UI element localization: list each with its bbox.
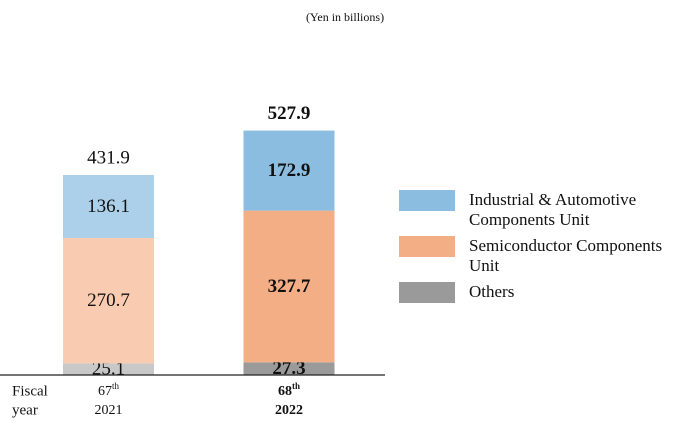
legend-label: Others	[469, 282, 515, 301]
x-tick-label: 68th	[278, 381, 300, 399]
value-label: 25.1	[92, 359, 125, 380]
legend-swatch	[399, 190, 455, 211]
bar-segment	[63, 238, 154, 364]
total-label: 431.9	[87, 147, 130, 168]
ordinal: 68	[278, 384, 292, 399]
subtitle: (Yen in billions)	[306, 10, 384, 24]
ordinal: 67	[98, 384, 112, 399]
legend-item: Semiconductor Components Unit	[399, 236, 691, 276]
value-label: 327.7	[268, 276, 311, 297]
value-label: 136.1	[87, 196, 130, 217]
value-label: 27.3	[272, 358, 305, 379]
legend-item: Others	[399, 282, 691, 303]
bar-segment	[63, 363, 154, 375]
legend-label: Industrial & Automotive Components Unit	[469, 190, 637, 229]
legend-item: Industrial & Automotive Components Unit	[399, 190, 691, 230]
value-label: 270.7	[87, 290, 130, 311]
bar-segment	[243, 362, 335, 375]
value-label: 172.9	[268, 160, 311, 181]
bar-segment	[243, 210, 335, 363]
ordinal-suffix: th	[292, 381, 300, 391]
ordinal-suffix: th	[112, 381, 120, 391]
bar-segment	[63, 175, 154, 239]
legend: Industrial & Automotive Components Unit S…	[399, 190, 691, 309]
legend-swatch	[399, 282, 455, 303]
x-tick-label: 2021	[95, 403, 123, 418]
x-tick-label: 67th	[98, 381, 120, 399]
total-label: 527.9	[268, 103, 311, 124]
legend-label: Semiconductor Components Unit	[469, 236, 663, 275]
bar-segment	[243, 130, 335, 211]
x-axis-label: year	[12, 402, 38, 418]
x-axis-label: Fiscal	[12, 383, 48, 399]
x-tick-label: 2022	[275, 403, 303, 418]
legend-swatch	[399, 236, 455, 257]
